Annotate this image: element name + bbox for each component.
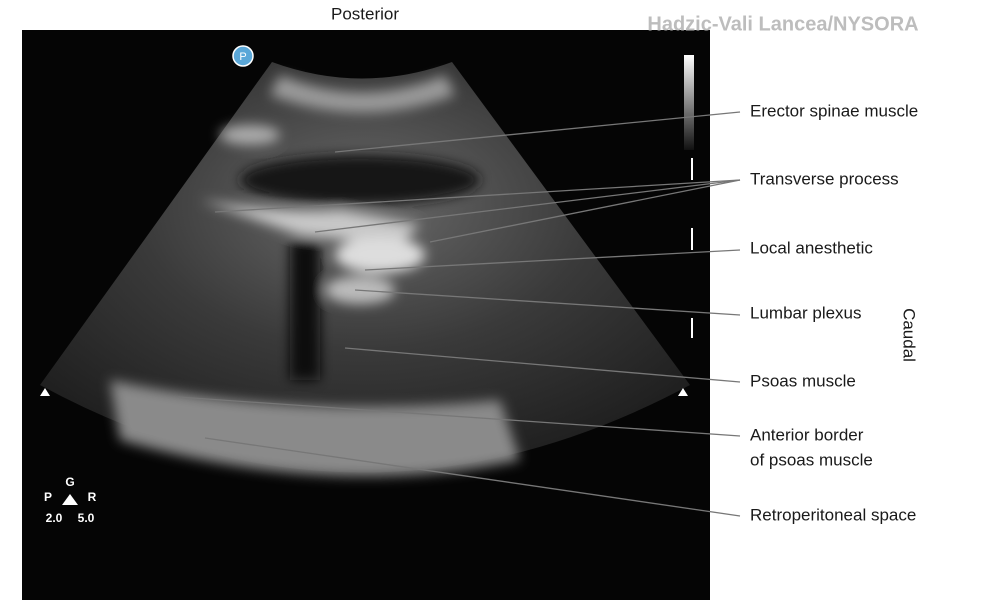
probe-triangle xyxy=(62,494,78,505)
structure-label: Anterior border xyxy=(750,425,864,444)
structure-label: Local anesthetic xyxy=(750,238,873,257)
structure-label: Transverse process xyxy=(750,169,899,188)
probe-marker-right: R xyxy=(88,490,97,504)
probe-depth-right: 5.0 xyxy=(78,511,95,525)
gray-scale-bar xyxy=(684,55,694,150)
side-label: Caudal xyxy=(900,308,919,362)
leader-lines xyxy=(177,111,741,517)
orientation-icon xyxy=(232,45,254,67)
probe-marker-top: G xyxy=(65,475,74,489)
depth-marker xyxy=(40,388,50,396)
structure-label: Lumbar plexus xyxy=(750,303,862,322)
orientation-icon-text: P xyxy=(239,51,246,63)
depth-marker xyxy=(678,388,688,396)
probe-marker-left: P xyxy=(44,490,52,504)
structure-label: Retroperitoneal space xyxy=(750,505,916,524)
structure-label: of psoas muscle xyxy=(750,450,873,469)
structure-label: Psoas muscle xyxy=(750,371,856,390)
probe-depth-left: 2.0 xyxy=(46,511,63,525)
labels: Erector spinae muscle Transverse process L… xyxy=(750,101,918,524)
credit: Hadzic-Vali Lancea/NYSORA xyxy=(647,13,918,35)
echo-texture xyxy=(110,75,520,476)
structure-label: Erector spinae muscle xyxy=(750,101,918,120)
top-label: Posterior xyxy=(331,4,399,23)
